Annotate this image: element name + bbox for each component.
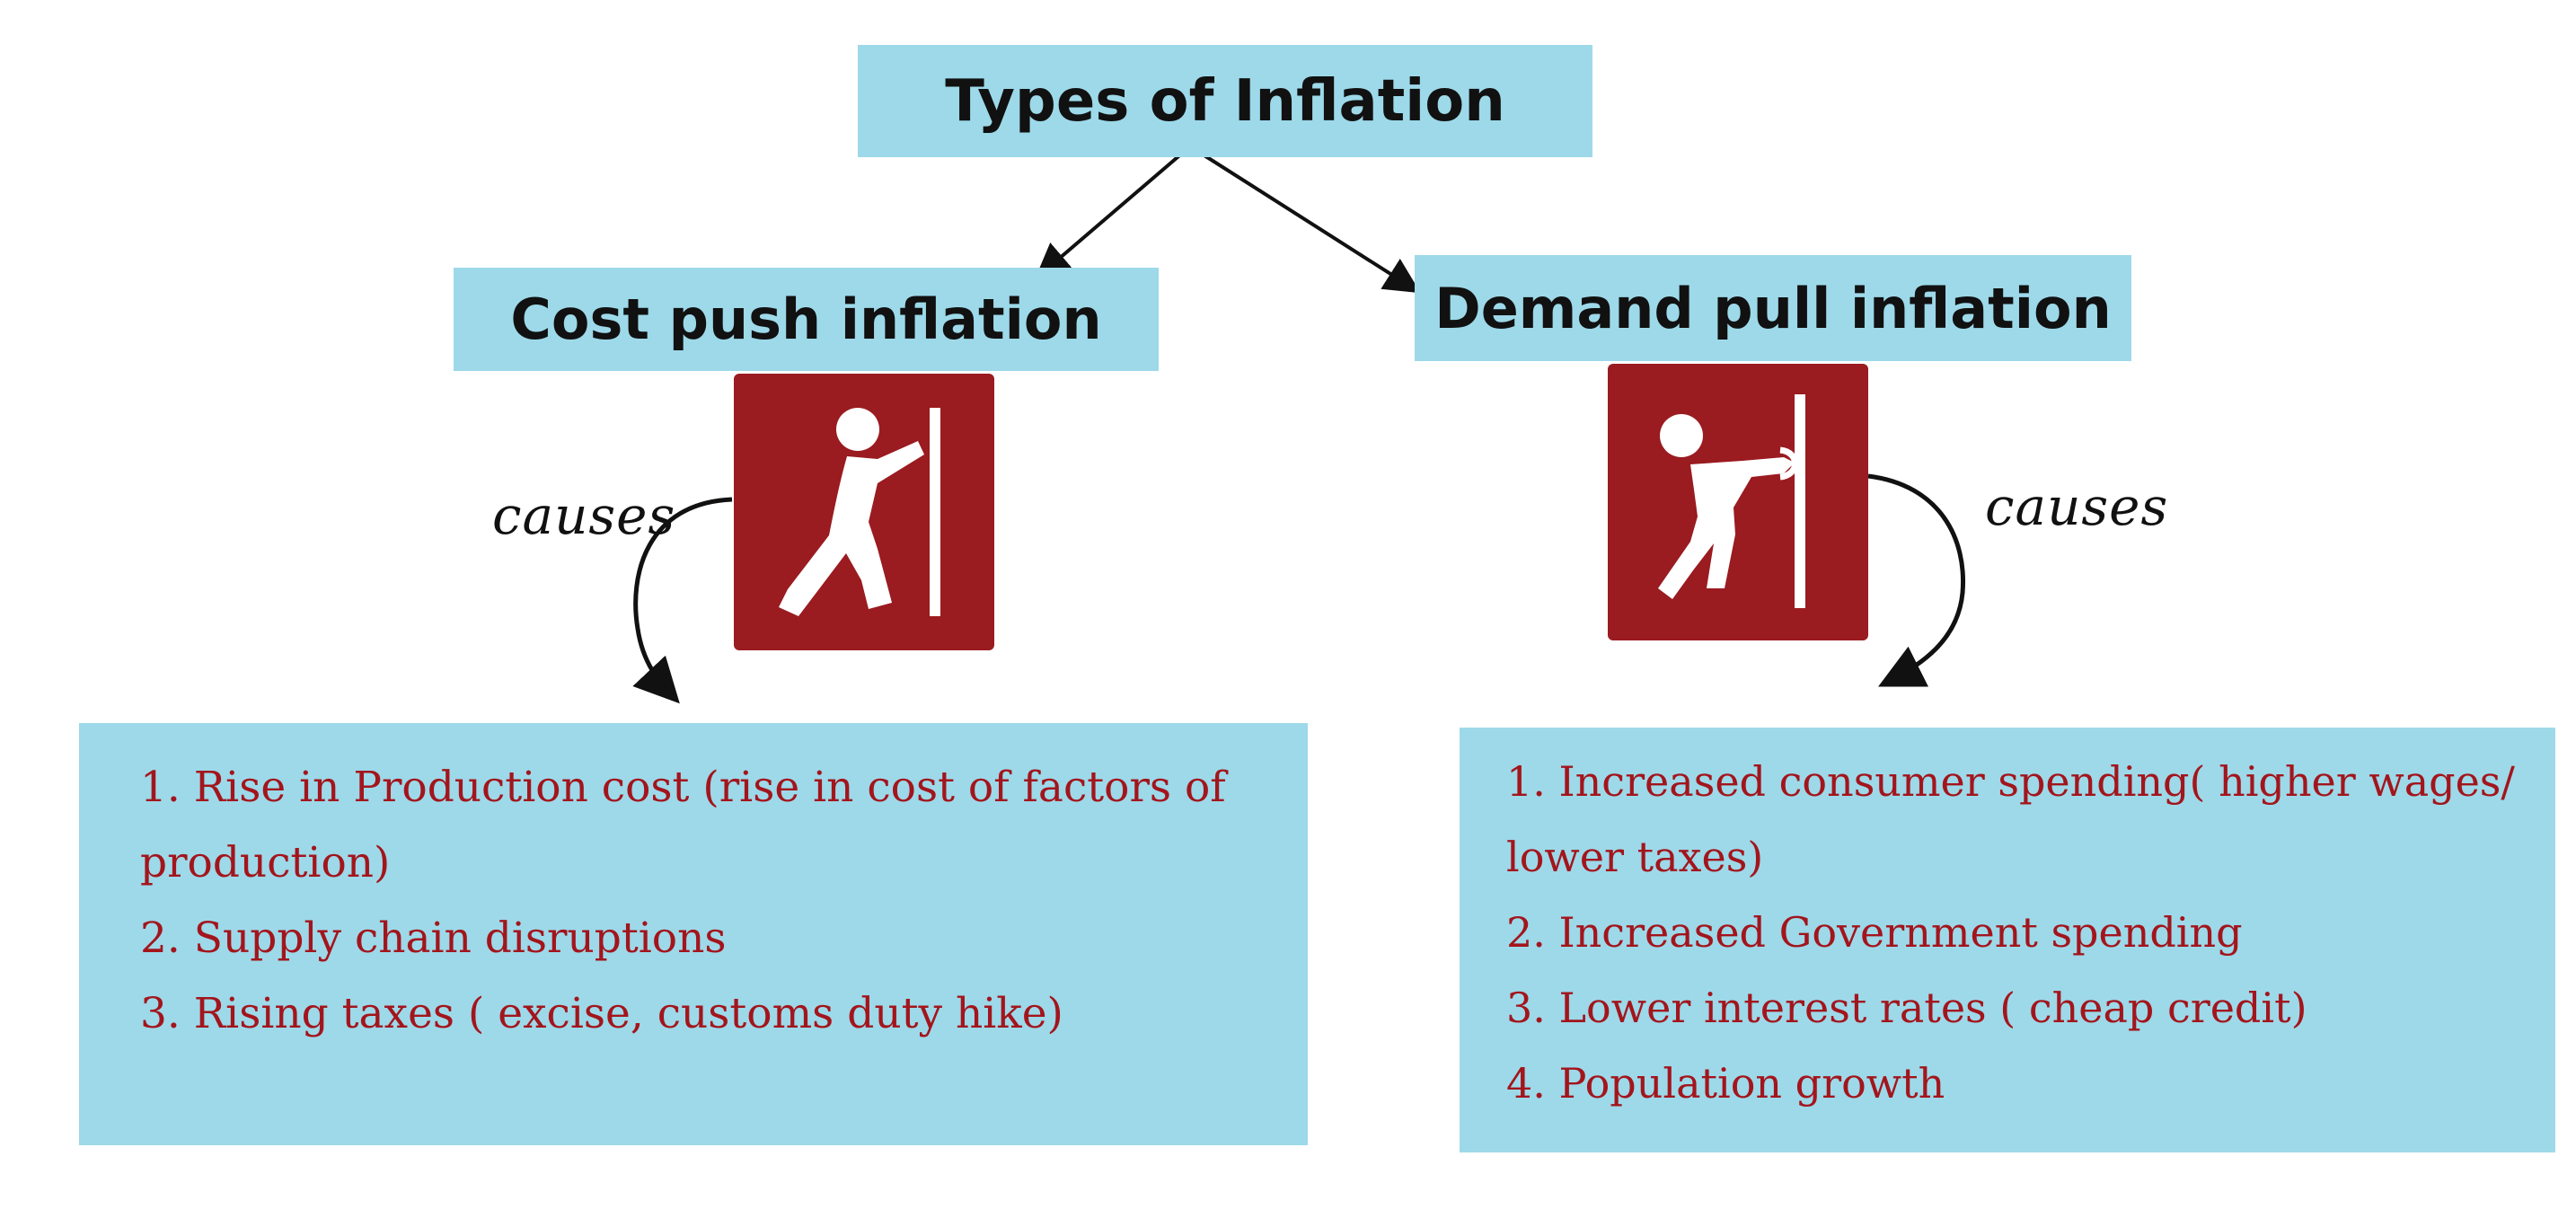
demand-pull-causes-list: 1. Increased consumer spending( higher w…	[1506, 744, 2548, 1121]
person-pushing-icon	[734, 374, 994, 650]
root-node: Types of Inflation	[858, 45, 1592, 157]
root-label: Types of Inflation	[945, 67, 1505, 135]
cost-causes-label: causes	[492, 485, 676, 546]
cost-push-causes-list: 1. Rise in Production cost (rise in cost…	[140, 750, 1281, 1052]
arrow-root-to-cost	[1034, 145, 1192, 280]
demand-pull-causes-box: 1. Increased consumer spending( higher w…	[1460, 728, 2555, 1152]
list-item: 3. Rising taxes ( excise, customs duty h…	[140, 989, 1063, 1038]
list-item: 4. Population growth	[1506, 1059, 1945, 1108]
arrow-cost-causes	[632, 497, 733, 704]
list-item: 2. Supply chain disruptions	[140, 914, 727, 963]
arrow-demand-causes	[1867, 473, 1966, 687]
list-item: 3. Lower interest rates ( cheap credit)	[1506, 984, 2307, 1032]
arrow-root-to-demand	[1188, 145, 1421, 294]
person-pulling-icon	[1608, 364, 1868, 640]
list-item: 1. Rise in Production cost (rise in cost…	[140, 763, 1226, 887]
demand-pull-label: Demand pull inflation	[1434, 275, 2112, 341]
list-item: 2. Increased Government spending	[1506, 908, 2243, 957]
cost-push-causes-box: 1. Rise in Production cost (rise in cost…	[79, 723, 1308, 1145]
demand-pull-node: Demand pull inflation	[1415, 255, 2131, 361]
list-item: 1. Increased consumer spending( higher w…	[1506, 757, 2515, 881]
cost-push-label: Cost push inflation	[510, 287, 1102, 352]
demand-causes-label: causes	[1985, 476, 2169, 537]
cost-push-node: Cost push inflation	[454, 268, 1159, 371]
